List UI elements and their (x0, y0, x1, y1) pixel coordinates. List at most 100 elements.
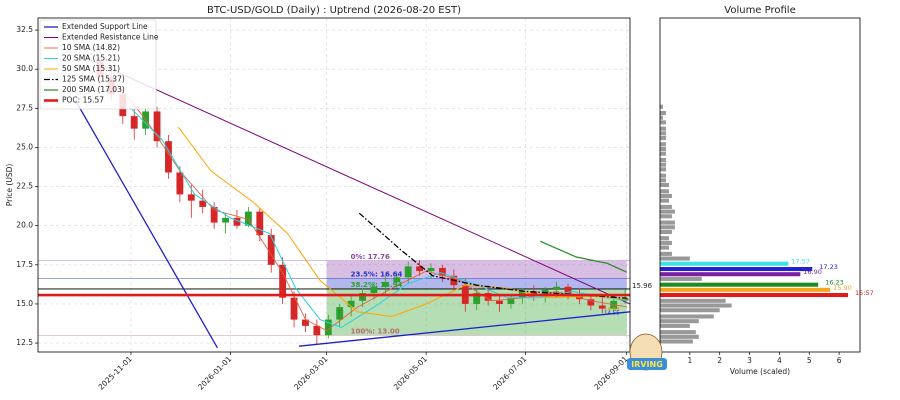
volume-bar (660, 151, 666, 156)
volume-bar (660, 225, 675, 230)
main-frame (37, 17, 631, 353)
candle-body (313, 325, 321, 336)
volume-bar (660, 298, 726, 303)
x-tick-label: 4 (777, 356, 782, 365)
candle-body (267, 235, 275, 265)
volume-bar (660, 110, 666, 116)
volume-bar (660, 204, 672, 209)
volume-bar (660, 245, 669, 250)
watermark: IRVING (627, 333, 667, 371)
volume-bar (660, 229, 672, 234)
y-tick-label: 17.5 (16, 260, 33, 269)
x-tick-label: 6 (837, 356, 842, 365)
x-tick-label: 5 (807, 356, 812, 365)
volume-bar (660, 214, 672, 219)
legend-box (39, 19, 157, 110)
candle-body (393, 277, 401, 283)
y-tick-label: 32.5 (16, 25, 33, 34)
candle-body (336, 307, 344, 320)
volume-bar-highlight (660, 292, 849, 298)
volume-bar (660, 319, 699, 324)
y-tick-label: 27.5 (16, 103, 33, 112)
end-label: 14.55 (604, 310, 620, 316)
candle-body (324, 319, 332, 336)
volume-title: Volume Profile (724, 5, 795, 16)
volume-bar (660, 167, 666, 172)
candle-body (496, 300, 503, 304)
candle-body (587, 299, 595, 306)
volume-x-label: Volume (scaled) (730, 367, 790, 376)
volume-bar (660, 251, 672, 256)
x-tick-label: 2 (717, 356, 722, 365)
volume-bar (660, 323, 690, 328)
volume-bar-highlight (660, 261, 789, 266)
volume-bar (660, 330, 696, 335)
fib-label: 0%: 17.76 (351, 253, 390, 261)
volume-label: 16.90 (803, 268, 822, 276)
candle-body (347, 300, 355, 308)
candle-body (381, 282, 389, 287)
overlay-line (177, 126, 627, 318)
candle-body (370, 286, 378, 293)
overlay-line (89, 59, 630, 305)
candle-body (404, 266, 412, 278)
volume-bar (660, 220, 675, 225)
x-tick-label: 3 (747, 356, 752, 365)
volume-bar (660, 193, 672, 198)
fib-label: 100%: 13.00 (351, 327, 400, 335)
volume-bar-highlight (660, 287, 831, 292)
volume-bar (660, 236, 669, 241)
legend-label: 10 SMA (14.82) (62, 43, 120, 52)
candle-body (222, 217, 229, 223)
candle-body (416, 266, 424, 272)
volume-frame (659, 17, 861, 353)
volume-bar (660, 256, 690, 261)
legend-label: 50 SMA (15.31) (62, 64, 120, 73)
volume-label: 15.90 (833, 284, 852, 292)
volume-bar (660, 182, 669, 188)
candle-body (553, 286, 561, 290)
y-tick-label: 22.5 (16, 182, 33, 191)
volume-bar-highlight (660, 267, 813, 272)
volume-bar (660, 136, 666, 141)
volume-bar (660, 157, 666, 162)
volume-bar (660, 173, 666, 178)
volume-bar (660, 339, 693, 344)
x-tick-label: 1 (687, 356, 692, 365)
volume-bar (660, 198, 669, 203)
candle-body (564, 286, 572, 295)
volume-label: 16.23 (825, 279, 844, 287)
volume-bar (660, 162, 666, 167)
overlay-line (358, 212, 627, 299)
volume-bar (660, 240, 672, 245)
volume-label: 17.23 (819, 263, 838, 271)
candle-body (176, 172, 184, 195)
candle-body (598, 305, 606, 309)
candle-body (439, 267, 446, 276)
fib-band (326, 260, 627, 279)
overlay-line (540, 240, 627, 273)
legend-label: Extended Resistance Line (62, 33, 159, 42)
volume-label: 15:57 (855, 289, 874, 297)
y-axis-label: Price (USD) (5, 164, 14, 207)
y-tick-label: 30.0 (16, 64, 33, 73)
level-label: 15.96 (632, 282, 653, 290)
candle-body (233, 217, 241, 226)
volume-bar (660, 334, 699, 339)
volume-bar (660, 126, 666, 131)
volume-bar (660, 276, 702, 281)
fib-label: 23.5%: 16.64 (351, 270, 403, 278)
candle-body (427, 267, 435, 272)
volume-bar (660, 308, 720, 313)
chart-title: BTC-USD/GOLD (Daily) : Uptrend (2026-08-… (207, 5, 461, 16)
volume-bar (660, 189, 669, 194)
candle-body (290, 297, 298, 320)
end-label: 14.64 (604, 307, 620, 313)
candle-body (199, 200, 207, 207)
volume-bar (660, 131, 666, 136)
candle-body (187, 194, 195, 201)
volume-bar (660, 314, 714, 319)
volume-bar (660, 303, 732, 308)
volume-bar (660, 142, 666, 147)
